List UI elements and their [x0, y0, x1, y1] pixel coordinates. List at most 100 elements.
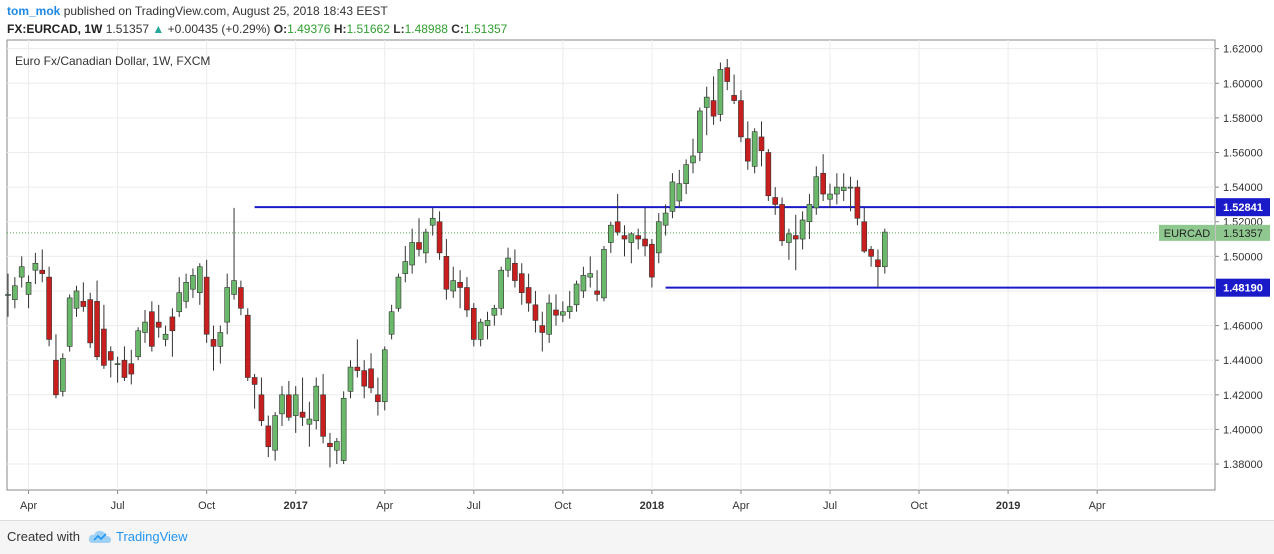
candle-body [573, 283, 580, 306]
candle-body [25, 282, 32, 295]
x-tick-label: Jul [111, 500, 125, 512]
level-price-tag [1216, 198, 1270, 217]
candle-body [244, 314, 251, 378]
x-tick-label: Oct [198, 500, 215, 512]
y-tick-label: 1.58000 [1223, 113, 1263, 125]
x-tick-label: 2017 [283, 500, 307, 512]
candle-body [553, 309, 559, 316]
candle-body [402, 261, 409, 274]
candle-body [505, 257, 511, 271]
candle-body [491, 307, 498, 316]
level-price-label: 1.52841 [1223, 202, 1263, 214]
candle-body [53, 359, 59, 396]
candle-body [80, 301, 87, 307]
candle-body [484, 320, 491, 326]
candle-body [786, 233, 792, 243]
candle-body [683, 164, 689, 184]
candle-body [690, 155, 696, 164]
candle-body [251, 377, 258, 385]
created-with-text: Created with [7, 529, 80, 544]
candle-body [669, 181, 676, 212]
candle-body [717, 69, 724, 115]
candle-body [59, 358, 66, 392]
candle-body [395, 276, 402, 309]
candle-body [868, 249, 874, 257]
candle-body [429, 217, 436, 226]
x-tick-label: 2018 [640, 500, 664, 512]
candle-body [546, 302, 552, 335]
candle-body [286, 394, 292, 418]
author-link[interactable]: tom_mok [7, 4, 61, 18]
time-axis[interactable]: Apr Jul Oct 2017 Apr Jul Oct 2018 Apr Jul Oct 2019 A… [20, 490, 1106, 512]
candle-body [46, 276, 52, 340]
candle-body [313, 385, 320, 422]
candle-body [292, 394, 299, 416]
x-tick-label: Oct [910, 500, 927, 512]
price-change: +0.00435 (+0.29%) [167, 22, 271, 36]
symbol-name: FX:EURCAD, 1W [7, 22, 103, 36]
x-tick-label: Apr [1089, 500, 1106, 512]
close-value: 1.51357 [463, 22, 508, 36]
plot-area[interactable] [6, 39, 1216, 491]
candle-body [423, 231, 429, 254]
candle-body [12, 285, 18, 300]
y-tick-label: 1.40000 [1223, 424, 1263, 436]
low-value: 1.48988 [404, 22, 448, 36]
candle-body [861, 221, 868, 252]
y-tick-label: 1.44000 [1223, 355, 1263, 367]
candle-body [518, 273, 525, 293]
candle-body [121, 359, 128, 378]
candle-body [587, 273, 594, 278]
candle-body [697, 110, 703, 153]
candle-body [306, 418, 313, 425]
candle-body [258, 394, 265, 422]
tradingview-logo[interactable]: TradingView [88, 529, 188, 544]
chart-title: Euro Fx/Canadian Dollar, 1W, FXCM [15, 54, 210, 68]
last-price: 1.51357 [105, 22, 150, 36]
candle-body [272, 415, 278, 451]
candle-body [224, 287, 230, 323]
y-tick-label: 1.46000 [1223, 321, 1263, 333]
candle-body [361, 370, 368, 387]
candle-body [765, 152, 772, 197]
candle-body [347, 366, 354, 392]
candle-body [436, 221, 443, 254]
candle-body [813, 176, 820, 209]
candle-body [806, 204, 813, 223]
candle-body [66, 297, 73, 347]
candle-body [299, 411, 306, 418]
symbol-tag-label: EURCAD [1164, 228, 1211, 240]
candle-body [881, 231, 888, 268]
candle-body [566, 306, 573, 313]
candle-body [744, 138, 751, 162]
candle-body [87, 299, 93, 344]
price-axis[interactable]: 1.620001.600001.580001.560001.540001.520… [1159, 44, 1270, 471]
candle-body [238, 287, 244, 309]
candle-body [655, 221, 662, 254]
candle-body [607, 224, 614, 243]
candle-body [5, 294, 11, 296]
candle-body [649, 243, 655, 278]
level-price-tag [1216, 278, 1270, 297]
candlestick-chart[interactable]: 1.620001.600001.580001.560001.540001.520… [0, 0, 1274, 520]
candle-body [340, 397, 347, 461]
candle-body [834, 186, 840, 195]
x-tick-label: Jul [467, 500, 481, 512]
candle-body [279, 394, 285, 415]
high-label: H: [333, 22, 347, 36]
candle-body [135, 330, 141, 358]
candle-body [333, 441, 340, 451]
candle-body [107, 351, 114, 361]
candle-body [94, 301, 100, 358]
candle-body [183, 282, 189, 302]
candle-body [875, 259, 881, 268]
candle-body [628, 233, 635, 243]
candle-body [142, 321, 148, 333]
candle-body [738, 100, 744, 138]
symbol-info: FX:EURCAD, 1W 1.51357 ▲ +0.00435 (+0.29%… [7, 22, 507, 36]
y-tick-label: 1.62000 [1223, 44, 1263, 56]
candle-body [231, 280, 237, 295]
candle-body [498, 269, 505, 309]
y-tick-label: 1.42000 [1223, 390, 1263, 402]
candle-body [847, 186, 854, 189]
